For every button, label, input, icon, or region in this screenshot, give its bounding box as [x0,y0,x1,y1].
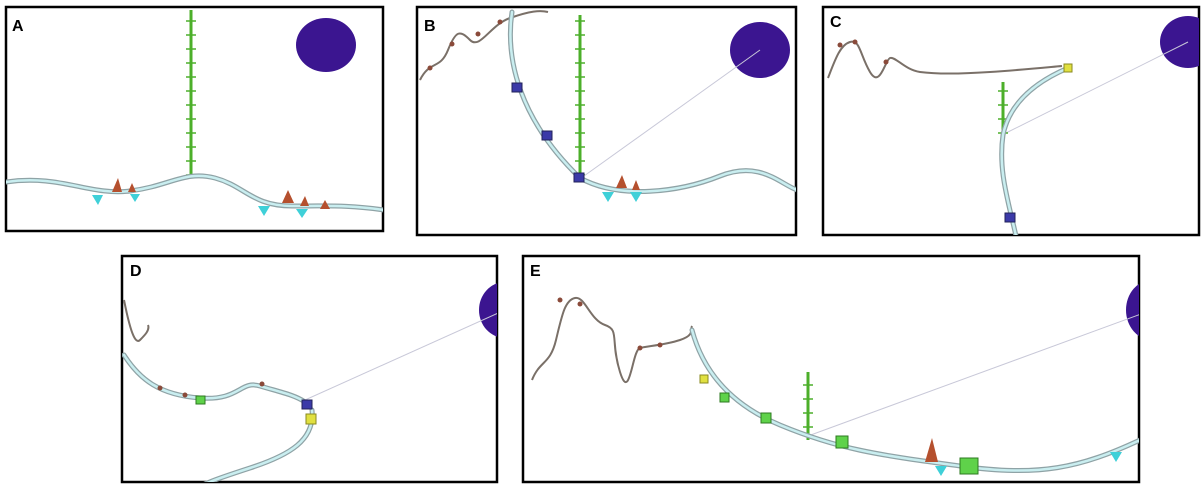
figure: A B [0,0,1201,484]
panel-b: B [417,7,797,235]
panel-a: A [6,7,384,231]
panel-label: D [130,263,142,280]
panel-e: E [523,256,1178,482]
panel-label: A [12,18,24,35]
panel-label: E [530,263,541,280]
panel-label: B [424,18,436,35]
panel-d: D [122,256,531,484]
panel-c: C [823,7,1201,236]
panel-label: C [830,14,842,31]
